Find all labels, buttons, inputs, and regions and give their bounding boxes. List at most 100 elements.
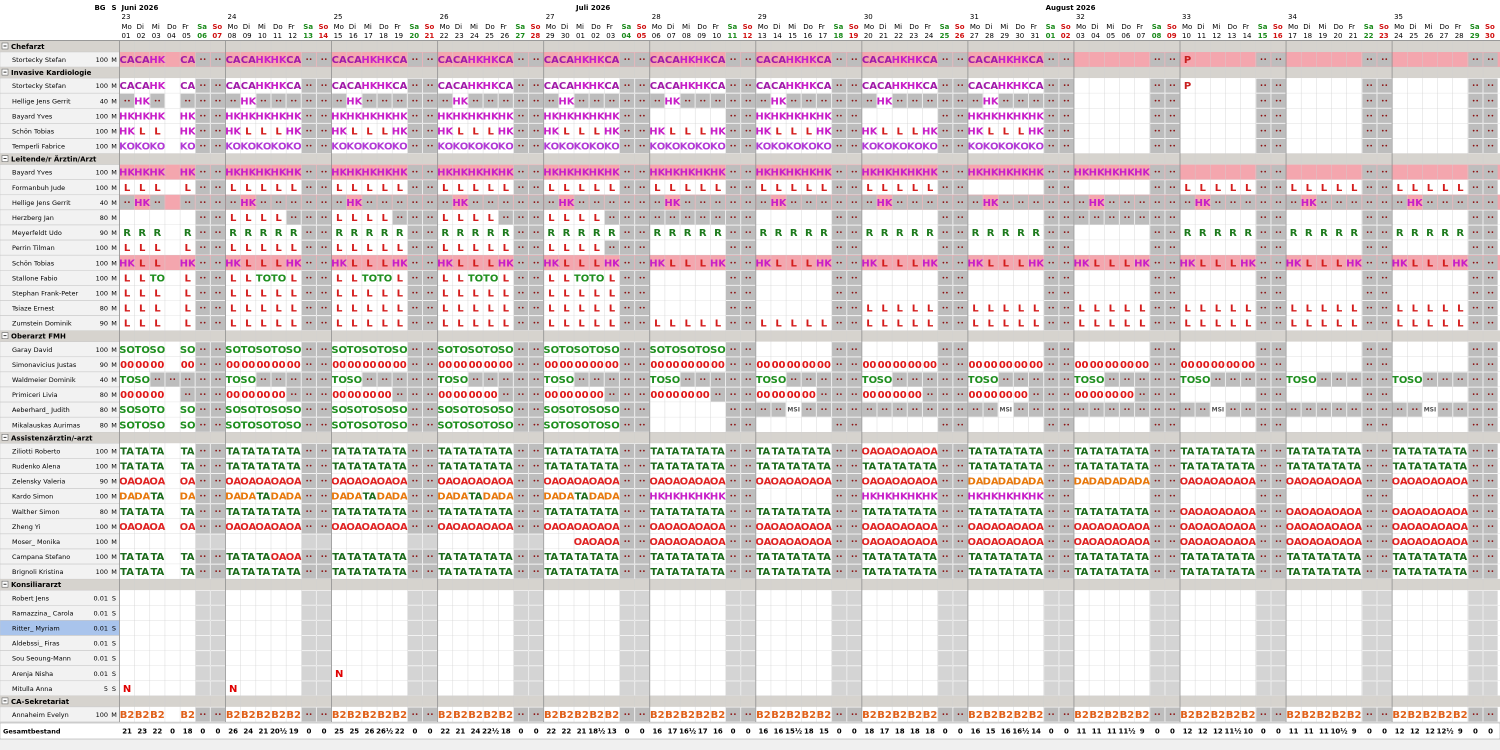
person-name: Ziliotti Roberto [12,447,60,455]
cell-code: •• [320,422,327,429]
cell-code: •• [942,98,949,105]
day-label: 30 [561,32,570,40]
cell-code: •• [1275,98,1282,105]
cell-code: •• [1366,305,1373,312]
cell-code: B2 [1347,710,1362,721]
cell-shade [407,52,422,67]
cell-shade [210,666,226,681]
cell-code: TA [590,552,604,563]
cell-code: HK [543,258,560,269]
cell-code: HK [483,55,500,66]
cell-code: L [1018,126,1025,137]
cell-code: KO [331,142,347,153]
cell-code: TO [1074,375,1089,386]
cell-code: •• [730,245,737,252]
cell-code: TA [484,461,498,472]
cell-code: TA [575,461,589,472]
cell-code: •• [1487,361,1494,368]
person-name: Stortecky Stefan [12,56,66,64]
cell-code: TA [893,567,907,578]
cell-code: OA [604,477,620,488]
cell-code: •• [639,199,646,206]
cell-code: 00 [1014,390,1028,401]
cell-code: •• [517,376,524,383]
cell-code: SO [483,405,499,416]
cell-code: HK [604,111,621,122]
cell-code: TA [150,461,164,472]
cell-code: HK [710,258,727,269]
cell-code: R [1199,228,1207,239]
cell-code: TA [1393,446,1407,457]
cell-code: •• [199,128,206,135]
cell-code: •• [1260,320,1267,327]
cell-code: OA [892,477,908,488]
cell-code: •• [820,199,827,206]
cell-code: •• [1048,320,1055,327]
week-number: 32 [1076,13,1085,21]
cell-code: •• [851,478,858,485]
total-value: 26 [365,728,375,736]
cell-code: CA [983,55,998,66]
cell-code: •• [214,98,221,105]
cell-code: L [1200,258,1207,269]
cell-code: L [669,183,676,194]
cell-code: L [245,183,252,194]
cell-code: L [563,126,570,137]
cell-code: TA [1014,446,1028,457]
cell-code: L [1230,258,1237,269]
cell-shade [407,681,422,696]
cell-code: •• [320,376,327,383]
cell-code: •• [745,245,752,252]
cell-code: OA [286,522,302,533]
cell-code: •• [654,214,661,221]
cell-shade [1362,636,1377,651]
cell-code: •• [1048,83,1055,90]
cell-code: TO [468,273,483,284]
total-value: 21 [122,728,132,736]
cell-code: •• [1366,57,1373,64]
cell-shade [726,108,741,123]
cell-code: •• [745,57,752,64]
cell-code: B2 [377,710,392,721]
section-title: CA-Sekretariat [11,698,70,706]
cell-code: •• [820,407,827,414]
cell-shade [423,681,438,696]
weekday-label: Mi [1000,23,1008,31]
cell-code: •• [942,346,949,353]
cell-code: CA [332,55,347,66]
cell-code: •• [623,245,630,252]
s-value: M [111,346,117,354]
cell-shade [195,666,210,681]
cell-shade [483,93,498,108]
cell-shade [1165,651,1180,666]
cell-shade [1165,681,1180,696]
cell-code: KO [437,142,453,153]
cell-code: •• [957,260,964,267]
cell-code: •• [957,275,964,282]
cell-code: TA [1423,446,1437,457]
cell-code: SO [543,405,559,416]
cell-code: TA [560,446,574,457]
week-number: 29 [758,13,767,21]
cell-code: L [1412,319,1419,330]
cell-code: TA [560,507,574,518]
cell-code: TA [1453,446,1467,457]
cell-code: TA [1317,567,1331,578]
cell-code: •• [1048,57,1055,64]
cell-shade [1150,666,1165,681]
cell-code: •• [851,407,858,414]
total-value: 0 [1473,728,1478,736]
cell-code: TA [650,507,664,518]
cell-code: HK [331,126,348,137]
cell-code: HK [710,492,727,503]
cell-code: •• [1275,711,1282,718]
cell-code: L [1230,183,1237,194]
cell-code: •• [1169,290,1176,297]
cell-code: L [1290,319,1297,330]
cell-code: •• [730,493,737,500]
cell-code: •• [1154,128,1161,135]
cell-shade [316,123,332,138]
weekday-label: Mi [576,23,584,31]
day-label: 08 [1152,32,1162,40]
cell-code: •• [851,290,858,297]
